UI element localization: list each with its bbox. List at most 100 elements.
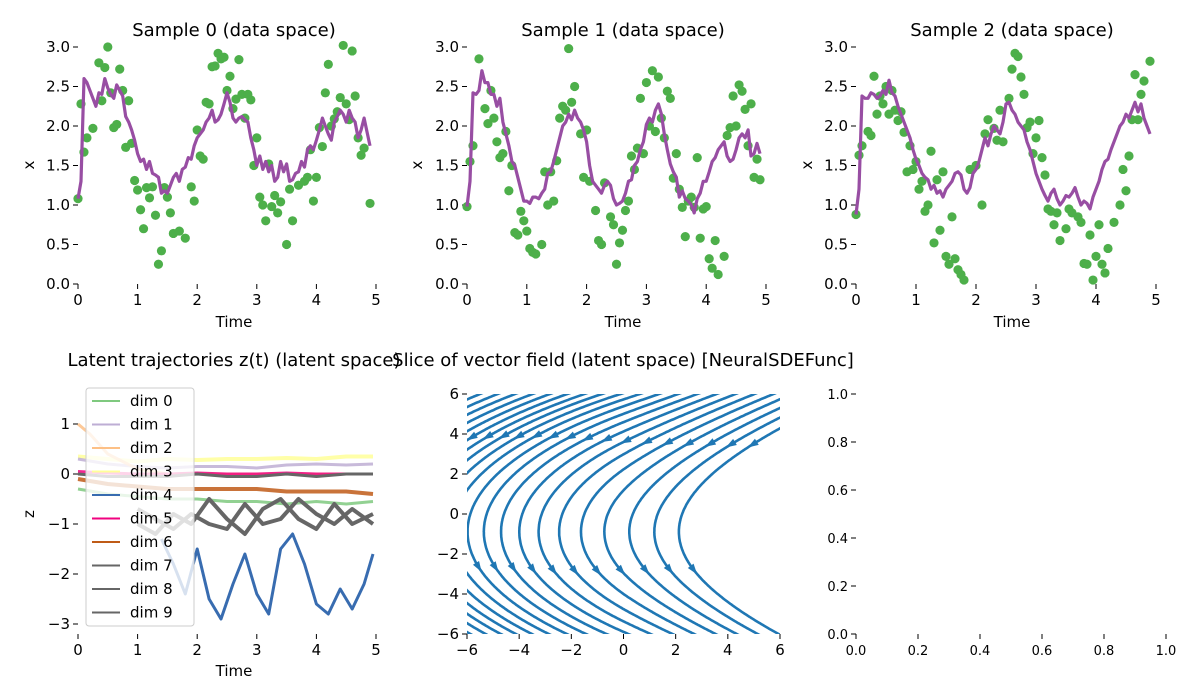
- x-tick-label: 0: [73, 291, 83, 309]
- y-tick-label: 1.0: [827, 388, 848, 403]
- streamline: [677, 426, 780, 634]
- data-point: [983, 115, 993, 125]
- y-tick-label: 1.5: [46, 157, 70, 175]
- y-tick-label: 0.5: [824, 236, 848, 254]
- data-point: [222, 85, 232, 96]
- x-tick-label: 4: [701, 291, 711, 309]
- data-point: [662, 86, 672, 96]
- data-point: [97, 96, 107, 106]
- data-point: [752, 154, 762, 164]
- legend-label: dim 1: [130, 416, 173, 434]
- data-point: [977, 200, 987, 210]
- y-tick-label: 0.6: [827, 484, 848, 499]
- data-point: [746, 99, 756, 109]
- legend-label: dim 3: [130, 463, 173, 481]
- data-point: [1118, 164, 1128, 175]
- data-point: [147, 182, 158, 192]
- data-point: [302, 172, 313, 182]
- streamline-arrow: [569, 564, 579, 576]
- y-tick-label: −4: [437, 585, 459, 603]
- data-point: [704, 254, 714, 264]
- streamline: [467, 394, 607, 634]
- data-point: [665, 93, 675, 103]
- streamline-arrow: [414, 560, 422, 571]
- y-tick-label: 1.0: [46, 196, 70, 214]
- data-point: [647, 66, 657, 76]
- streamline-arrow: [662, 437, 674, 446]
- data-point: [608, 220, 619, 230]
- streamline-arrow: [682, 438, 695, 447]
- data-point: [932, 175, 942, 185]
- chart-title: Sample 1 (data space): [521, 20, 725, 41]
- panel-sample-2: Sample 2 (data space) Time x 0 1 2 3 4 5 0.0 0.…: [798, 20, 1161, 331]
- data-point: [225, 71, 235, 81]
- data-point: [165, 208, 175, 218]
- y-tick-label: 0.0: [46, 275, 70, 293]
- data-point: [189, 196, 199, 206]
- data-point: [923, 200, 933, 210]
- legend-label: dim 4: [130, 486, 173, 504]
- x-tick-label: 2: [582, 291, 592, 309]
- panel-sample-0: Sample 0 (data space) Time x 0 1 2 3 4 5 0.0 0.…: [20, 20, 381, 331]
- data-point: [273, 208, 283, 218]
- data-point: [878, 99, 888, 109]
- data-point: [1115, 200, 1125, 210]
- data-point: [1055, 235, 1065, 246]
- data-point: [287, 216, 298, 226]
- x-tick-label: 3: [642, 291, 652, 309]
- data-point: [1019, 89, 1029, 99]
- data-point: [115, 64, 125, 74]
- data-point: [623, 196, 634, 206]
- y-tick-label: −2: [437, 545, 459, 563]
- x-tick-label: 0.8: [1094, 644, 1115, 659]
- data-point: [252, 133, 262, 143]
- data-point: [156, 246, 167, 256]
- data-point: [959, 275, 969, 285]
- panel-sample-1: Sample 1 (data space) Time x 0 1 2 3 4 5 0.0 0.…: [408, 20, 771, 331]
- data-point: [255, 192, 265, 202]
- data-point: [1097, 259, 1107, 269]
- mean-trajectory-line: [76, 77, 372, 199]
- x-tick-label: 5: [371, 641, 381, 659]
- data-point: [605, 212, 616, 222]
- data-point: [320, 88, 330, 98]
- streamline-arrow: [374, 560, 382, 571]
- data-point: [677, 202, 687, 212]
- data-point: [135, 205, 146, 215]
- data-point: [1103, 243, 1113, 254]
- y-tick-label: 0: [60, 465, 70, 483]
- data-point: [701, 201, 711, 212]
- data-point: [1061, 224, 1071, 234]
- y-tick-label: 2.5: [824, 78, 848, 96]
- streamline-arrow: [591, 565, 602, 576]
- data-point: [1145, 56, 1155, 66]
- streamline: [467, 394, 589, 634]
- streamline-arrow: [316, 559, 324, 570]
- x-tick-label: 0.4: [970, 644, 991, 659]
- streamline: [518, 394, 721, 634]
- x-tick-label: 1: [133, 641, 143, 659]
- data-point: [941, 251, 951, 261]
- streamline: [467, 394, 572, 634]
- y-tick-label: 1.5: [435, 157, 459, 175]
- x-tick-label: 6: [775, 641, 785, 659]
- y-axis-label: z: [20, 510, 38, 518]
- x-axis-label: Time: [604, 313, 642, 331]
- data-point: [626, 151, 637, 161]
- data-point: [1136, 89, 1146, 99]
- data-point: [276, 197, 286, 207]
- streamline-arrow: [337, 436, 348, 445]
- streamline-arrow: [547, 564, 558, 576]
- data-point: [180, 233, 190, 243]
- data-point: [564, 43, 574, 54]
- streamline-arrow: [582, 432, 594, 441]
- data-point: [531, 249, 541, 259]
- data-point: [103, 42, 113, 52]
- data-point: [740, 104, 750, 115]
- streamline: [652, 416, 780, 634]
- data-point: [82, 133, 92, 143]
- data-point: [722, 130, 732, 141]
- data-point: [1085, 230, 1095, 240]
- x-tick-label: 0.2: [908, 644, 929, 659]
- streamline-arrow: [687, 563, 698, 575]
